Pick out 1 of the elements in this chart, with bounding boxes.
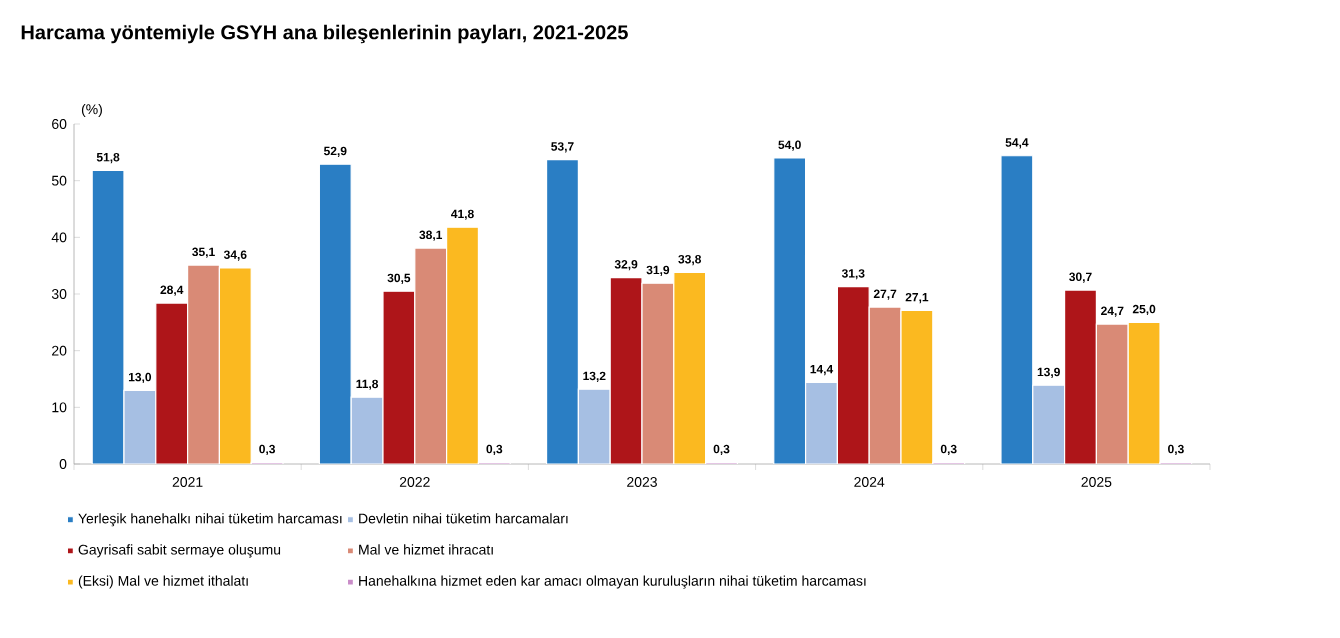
- chart-title: Harcama yöntemiyle GSYH ana bileşenlerinin payları, 2021-2025: [21, 24, 628, 44]
